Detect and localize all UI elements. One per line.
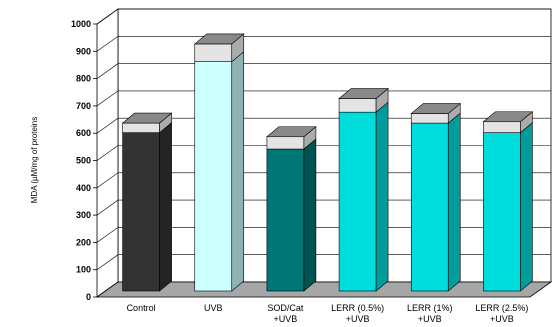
category-label-line2: +UVB [346,314,370,324]
category-label: LERR (2.5%) [475,303,528,313]
category-label-line2: +UVB [490,314,514,324]
bar-front [266,148,305,292]
bar-front [194,61,233,292]
category-label: Control [127,303,156,313]
y-tick-label: 1000 [71,19,91,29]
bar-front [483,132,521,292]
category-label: LERR (1%) [407,303,453,313]
bar-front [338,98,377,113]
bar-top [266,126,317,138]
bar-front [266,136,305,150]
bar-side [303,138,317,292]
bar-front [410,113,449,124]
gridline [96,254,551,270]
bar-front [483,121,521,133]
bar-top [410,103,462,114]
bar [121,112,173,292]
y-tick-label: 600 [76,128,91,138]
category-label: SOD/Cat [267,303,304,313]
y-tick-label: 800 [76,74,91,84]
y-tick-label: 300 [76,210,91,220]
gridlines [96,8,551,270]
gridline [96,227,551,243]
bar-side [520,122,533,292]
y-tick-label: 400 [76,183,91,193]
y-tick-label: 700 [76,101,91,111]
bar-side [231,51,245,292]
category-label-line2: +UVB [418,314,442,324]
bar-front [194,43,233,62]
gridline [96,8,551,25]
bar-side [375,101,389,292]
category-label: LERR (0.5%) [331,303,384,313]
gridline [96,199,551,216]
gridline [96,172,551,189]
bar-top [338,88,389,99]
gridline [96,145,551,161]
bar-front [122,132,160,292]
y-tick-label: 200 [76,237,91,247]
bar-front [338,111,377,292]
bar-top [193,33,245,45]
y-axis-ticks: 0 100 200 300 400 500 600 700 800 900 1000 [71,19,97,302]
category-label: UVB [204,303,223,313]
y-axis-label: MDA (µM/mg of proteins [30,117,39,203]
gridline [96,90,551,107]
bar-front [410,122,449,292]
gridline [96,117,551,134]
bar-front [122,122,160,133]
y-tick-label: 900 [76,46,91,56]
bar [410,102,462,292]
bar [266,126,317,292]
bar [193,33,245,292]
y-tick-label: 0 [86,292,91,302]
bars [121,33,534,292]
bar-top [121,112,173,124]
bar-side [447,112,461,292]
bar-top [482,111,534,123]
gridline [96,63,551,79]
gridline [96,35,551,52]
y-tick-label: 500 [76,156,91,166]
bar-side [159,122,172,292]
y-tick-label: 100 [76,265,91,275]
bar [482,111,534,292]
bar [338,87,389,292]
category-label-line2: +UVB [274,314,298,324]
